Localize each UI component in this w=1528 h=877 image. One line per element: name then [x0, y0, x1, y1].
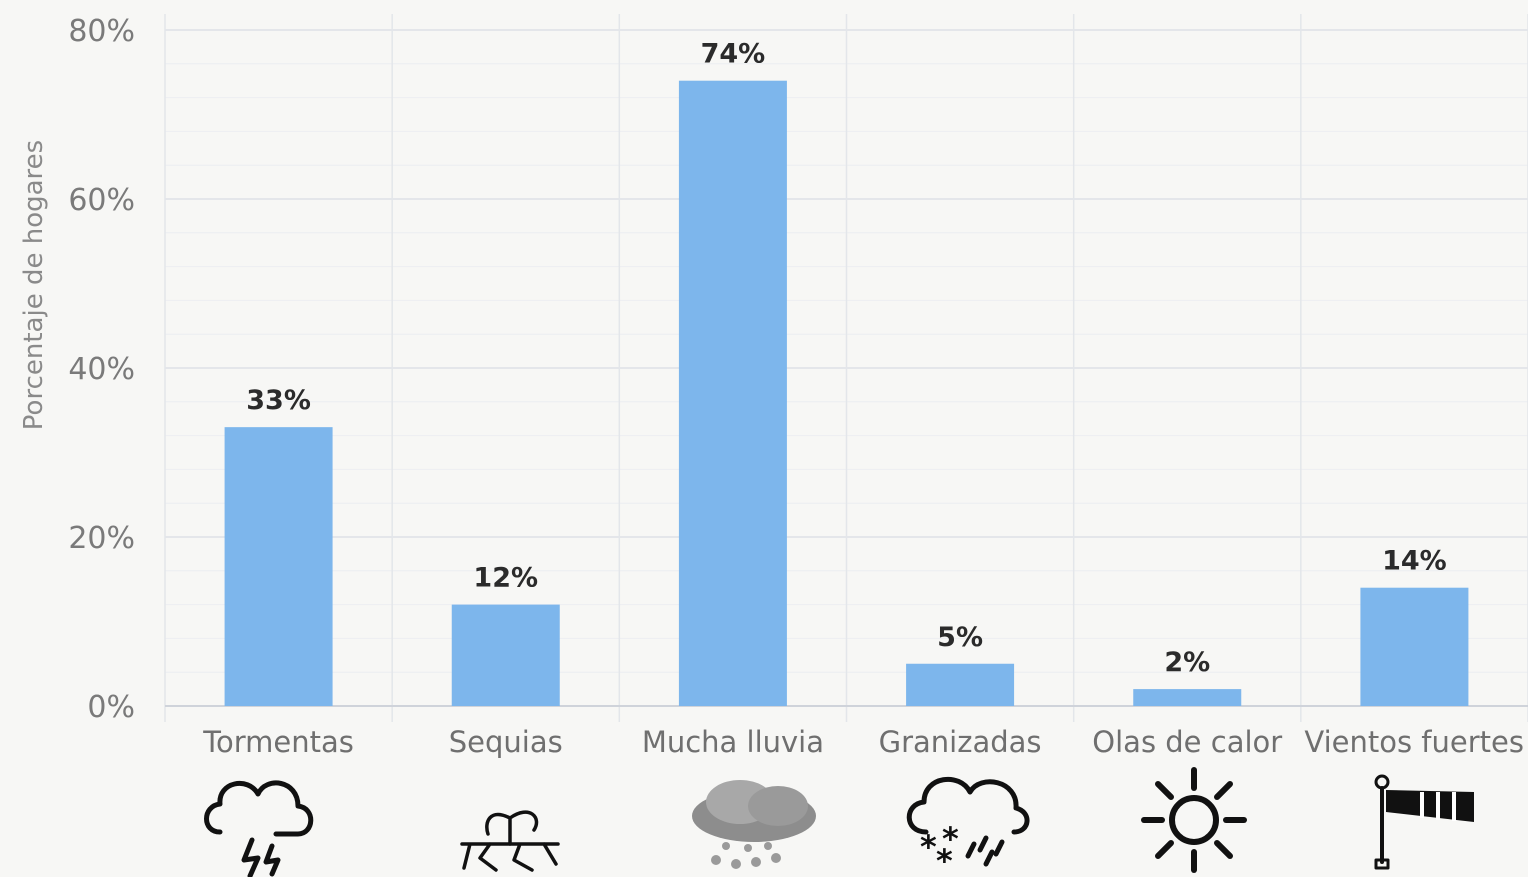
category-labels: Tormentas Sequias Mucha lluvia Granizadas Ol…	[202, 725, 1524, 759]
bar-1	[224, 427, 333, 706]
bar-6	[1360, 587, 1469, 706]
svg-text:*: *	[920, 828, 937, 866]
windsock-icon	[1374, 774, 1474, 870]
data-label: 2%	[1164, 647, 1210, 678]
bar-3	[678, 80, 787, 706]
category-label: Granizadas	[879, 725, 1042, 759]
heavy-rain-icon	[692, 780, 816, 869]
data-label: 14%	[1382, 546, 1447, 577]
category-label: Tormentas	[202, 725, 354, 759]
data-label: 12%	[473, 563, 538, 594]
y-axis-ticks: 0% 20% 40% 60% 80%	[68, 14, 135, 725]
y-axis-label: Porcentaje de hogares	[19, 140, 49, 430]
y-tick-label: 80%	[68, 14, 135, 49]
bars	[224, 80, 1469, 706]
bar-5	[1133, 689, 1242, 706]
storm-icon	[204, 780, 314, 877]
data-label: 5%	[937, 622, 983, 653]
y-tick-label: 60%	[68, 183, 135, 218]
bar-4	[906, 663, 1015, 706]
data-label: 74%	[701, 39, 766, 70]
hail-icon: * * *	[906, 776, 1030, 877]
category-label: Sequias	[449, 725, 563, 759]
category-label: Vientos fuertes	[1304, 725, 1524, 759]
heatwave-sun-icon	[1141, 767, 1247, 873]
y-tick-label: 0%	[87, 690, 135, 725]
data-label: 33%	[246, 385, 311, 416]
category-label: Mucha lluvia	[642, 725, 824, 759]
svg-text:*: *	[936, 842, 953, 877]
gridlines	[164, 14, 1528, 722]
y-tick-label: 20%	[68, 521, 135, 556]
svg-text:*: *	[942, 820, 959, 858]
data-labels: 33% 12% 74% 5% 2% 14%	[246, 39, 1446, 678]
bar-2	[451, 604, 560, 706]
y-tick-label: 40%	[68, 352, 135, 387]
drought-icon	[460, 810, 560, 872]
category-label: Olas de calor	[1092, 725, 1282, 759]
